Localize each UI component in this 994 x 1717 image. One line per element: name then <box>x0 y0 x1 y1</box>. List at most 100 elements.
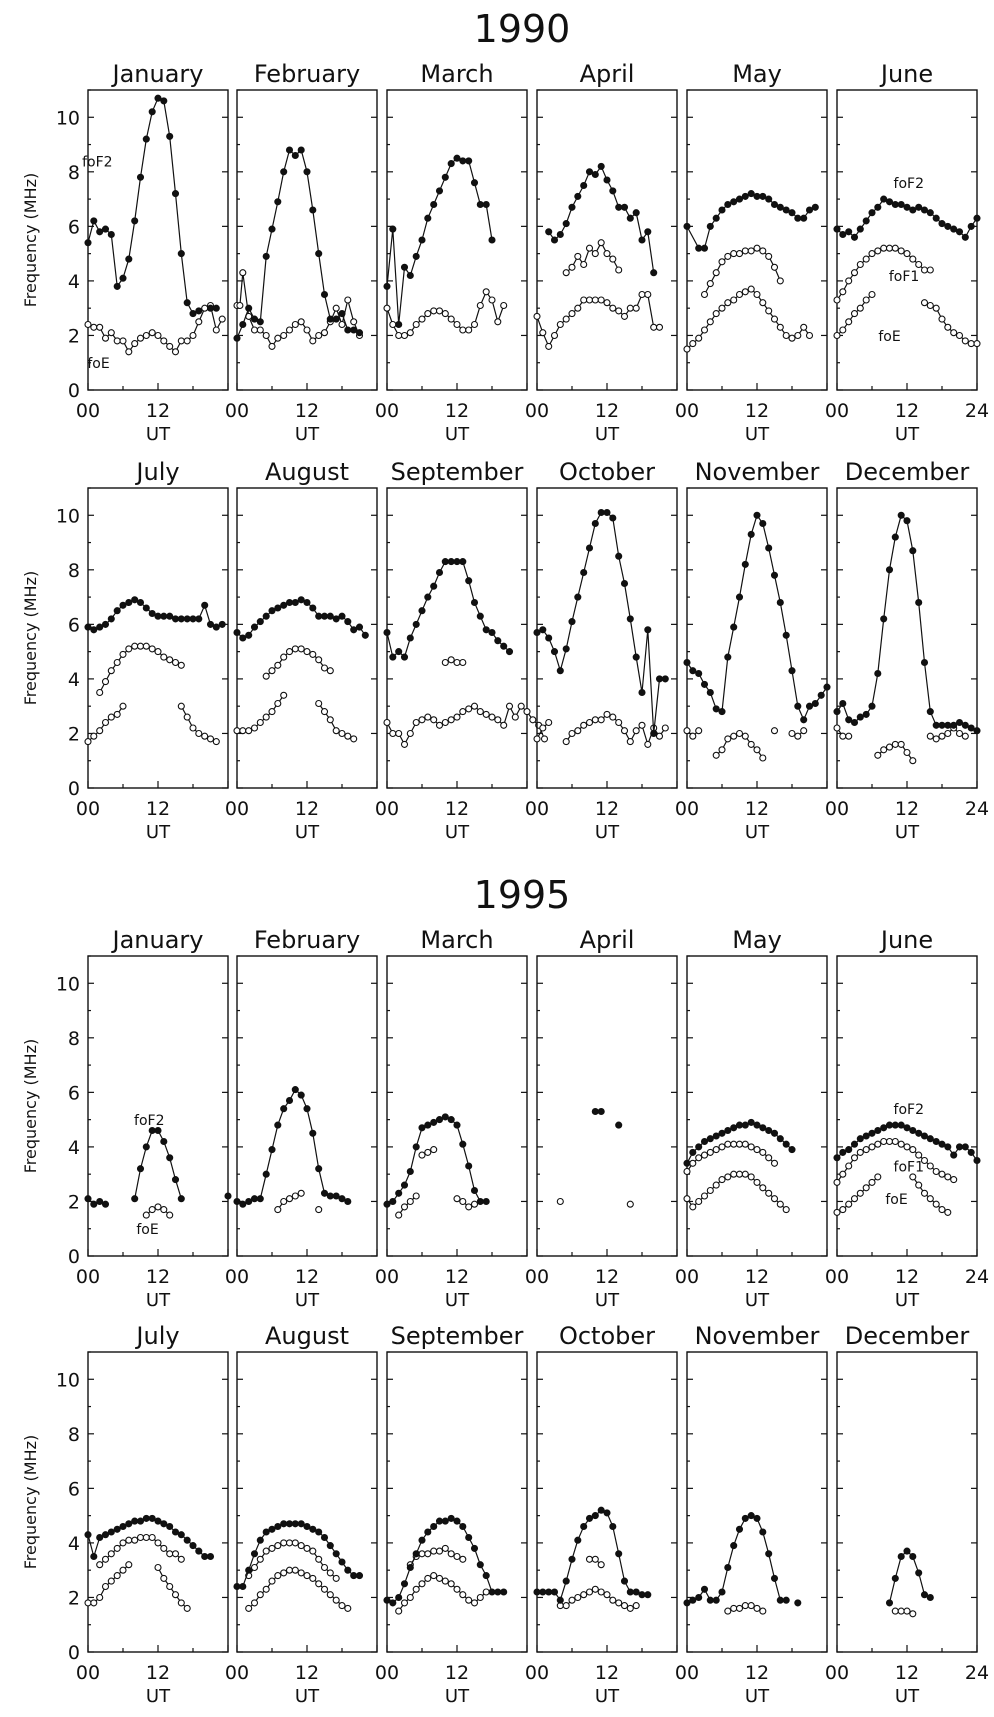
foE-point <box>406 729 414 738</box>
foF2-point <box>201 1552 209 1561</box>
foF2-point <box>101 620 110 628</box>
foF2-point <box>465 577 473 585</box>
foE-point <box>735 729 744 738</box>
foE-point <box>967 340 975 348</box>
foE-point <box>973 340 981 348</box>
foF2-point <box>142 1143 150 1151</box>
foE-point <box>562 315 570 323</box>
foF1-point <box>274 661 282 669</box>
foE-point <box>494 716 502 724</box>
series-foF2 <box>84 94 220 318</box>
foF2-point <box>160 612 168 620</box>
x-axis-label: UT <box>445 424 470 445</box>
foE-point <box>868 290 876 299</box>
foF2-point <box>580 181 588 190</box>
x-tick-label: 12 <box>595 798 619 820</box>
foF2-point <box>470 598 479 607</box>
foF2-point <box>759 1124 767 1132</box>
foE-point <box>718 1176 726 1184</box>
foE-point <box>154 1563 162 1572</box>
foF2-point <box>753 192 761 200</box>
foE-point <box>250 724 259 732</box>
foF1-point <box>845 277 853 285</box>
foE-point <box>926 1195 934 1203</box>
foF1-point <box>160 1544 168 1552</box>
foF1-point <box>885 244 894 252</box>
foF2-point <box>850 1140 859 1148</box>
foF2-point <box>309 1129 317 1137</box>
foF2-point <box>944 721 952 729</box>
foF2-point <box>338 1558 346 1566</box>
foF2-point <box>148 609 156 618</box>
foF2-point <box>562 1577 570 1585</box>
foF1-point <box>101 678 110 686</box>
foE-point <box>476 301 484 310</box>
foF2-point <box>297 1091 305 1099</box>
x-tick-label: 00 <box>76 798 100 820</box>
foF2-point <box>741 1514 749 1522</box>
foE-point <box>765 1189 773 1197</box>
series-annotation: foE <box>878 329 900 345</box>
foF2-point <box>160 1137 168 1146</box>
foF2-point <box>944 222 952 230</box>
foF2-point <box>730 1124 738 1132</box>
y-tick-label: 2 <box>68 723 80 745</box>
foF2-point <box>961 233 969 241</box>
x-tick-label: 00 <box>675 1266 699 1288</box>
foF2-point <box>309 604 317 612</box>
foE-point <box>874 1173 882 1181</box>
foF2-point <box>920 1132 929 1140</box>
foF2-point <box>724 653 732 661</box>
x-tick-label: 24 <box>965 400 989 422</box>
x-axis-label: UT <box>445 1290 470 1311</box>
foE-point <box>765 307 773 315</box>
x-tick-label: 12 <box>745 798 769 820</box>
foE-point <box>280 691 288 699</box>
foF1-point <box>447 656 455 664</box>
foE-point <box>620 727 629 735</box>
foE-point <box>950 329 958 337</box>
foE-point <box>856 1189 864 1197</box>
foF1-point <box>160 653 168 661</box>
x-tick-label: 00 <box>525 1266 549 1288</box>
foE-point <box>154 331 162 340</box>
foE-point <box>268 1577 276 1585</box>
foE-point <box>470 320 479 329</box>
foE-point <box>862 1184 870 1192</box>
foE-point <box>700 1192 709 1200</box>
x-axis-label: UT <box>445 1686 470 1707</box>
x-tick-label: 24 <box>965 1662 989 1684</box>
foE-point <box>84 738 92 746</box>
foF2-point <box>505 648 514 656</box>
foF2-point <box>195 307 203 315</box>
foE-point <box>747 740 755 748</box>
foF2-point <box>395 320 403 329</box>
foF2-point <box>568 618 576 626</box>
foF2-point <box>850 718 859 727</box>
foE-point <box>274 699 282 708</box>
foF2-point <box>424 214 432 222</box>
foE-point <box>724 299 732 307</box>
foF1-point <box>603 250 611 258</box>
foF2-point <box>500 642 508 650</box>
foF2-point <box>597 162 605 170</box>
foF2-point <box>482 1197 490 1206</box>
foF2-point <box>160 1520 168 1528</box>
foF2-point <box>794 702 802 710</box>
foF1-point <box>154 1539 162 1547</box>
foF2-point <box>84 1195 92 1203</box>
x-axis-label: UT <box>295 1290 320 1311</box>
foF2-point <box>695 669 703 678</box>
series-foF1 <box>700 244 784 299</box>
series-foE <box>274 1189 323 1214</box>
foF2-point <box>741 1121 749 1129</box>
foF2-point <box>655 675 664 683</box>
foF2-point <box>632 653 640 661</box>
foF2-point <box>973 727 981 735</box>
foF2-point <box>782 1596 790 1604</box>
foF2-point <box>183 1536 191 1544</box>
foF2-point <box>874 1126 882 1135</box>
foF2-point <box>142 1514 150 1522</box>
x-axis-label: UT <box>445 822 470 843</box>
